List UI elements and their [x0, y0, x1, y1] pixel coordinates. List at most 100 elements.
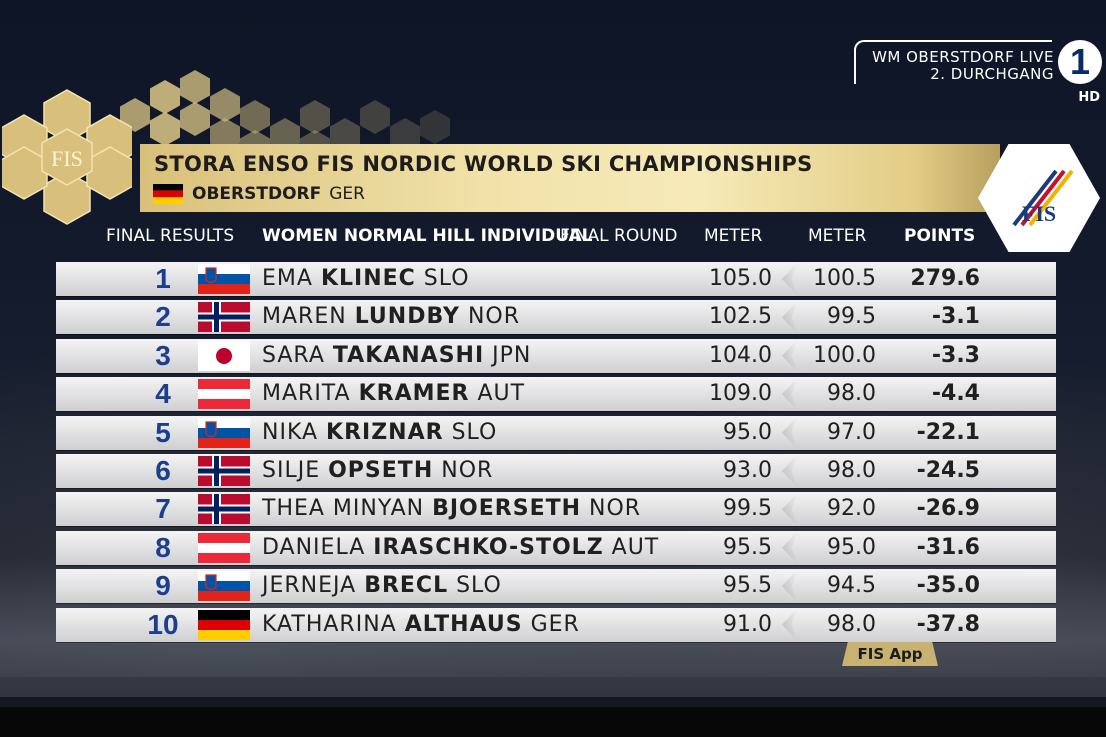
- nation-code: SLO: [451, 419, 498, 445]
- nation-code: AUT: [611, 534, 660, 560]
- athlete-name: KATHARINA ALTHAUS GER: [262, 608, 580, 642]
- meter1-value: 104.0: [709, 342, 772, 368]
- meter1-value: 99.5: [723, 496, 772, 522]
- athlete-name: DANIELA IRASCHKO-STOLZ AUT: [262, 531, 659, 565]
- athlete-name: NIKA KRIZNAR SLO: [262, 416, 497, 450]
- nation-code: NOR: [441, 457, 494, 483]
- first-name: JERNEJA: [262, 573, 357, 599]
- nation-code: NOR: [589, 496, 642, 522]
- table-row: 2 MAREN LUNDBY NOR 102.5 99.5 -3.1: [56, 300, 1056, 335]
- slo-flag-icon: [198, 264, 250, 294]
- chevron-separator-icon: [782, 607, 798, 642]
- chevron-separator-icon: [782, 492, 798, 527]
- bug-line2: 2. DURCHGANG: [930, 65, 1054, 83]
- points-value: -31.6: [916, 534, 980, 560]
- points-value: -22.1: [916, 419, 980, 445]
- svg-text:FIS: FIS: [1022, 201, 1056, 226]
- snowflake-logo-icon: FIS: [2, 89, 132, 225]
- table-row: 4 MARITA KRAMER AUT 109.0 98.0 -4.4: [56, 377, 1056, 412]
- first-name: NIKA: [262, 419, 319, 445]
- chevron-separator-icon: [782, 530, 798, 565]
- rank-number: 8: [155, 531, 171, 563]
- channel-logo-icon: 1: [1058, 40, 1102, 84]
- hexagon-tile: [210, 88, 240, 122]
- last-name: TAKANASHI: [332, 342, 485, 368]
- athlete-name: SARA TAKANASHI JPN: [262, 339, 531, 373]
- points-header: POINTS: [904, 226, 976, 246]
- jpn-flag-icon: [198, 340, 250, 371]
- last-name: BJOERSETH: [432, 496, 582, 522]
- athlete-name: MAREN LUNDBY NOR: [262, 300, 520, 334]
- germany-flag-icon: [153, 184, 183, 204]
- athlete-name: SILJE OPSETH NOR: [262, 454, 493, 488]
- first-name: KATHARINA: [262, 611, 397, 637]
- athlete-name: EMA KLINEC SLO: [262, 262, 470, 296]
- meter2-value: 98.0: [827, 381, 876, 407]
- first-name: EMA: [262, 266, 313, 291]
- rank-number: 3: [155, 339, 171, 371]
- last-name: KRAMER: [358, 381, 470, 407]
- table-row: 7 THEA MINYAN BJOERSETH NOR 99.5 92.0 -26.9: [56, 492, 1056, 527]
- points-value: -37.8: [916, 611, 980, 637]
- hexagon-decoration: [110, 70, 480, 164]
- bug-line1: WM OBERSTDORF LIVE: [872, 48, 1054, 66]
- first-name: SILJE: [262, 457, 321, 483]
- rank-number: 1: [155, 263, 171, 294]
- nation-code: SLO: [456, 573, 502, 599]
- table-row: 6 SILJE OPSETH NOR 93.0 98.0 -24.5: [56, 453, 1056, 488]
- fis-app-badge: FIS App: [842, 642, 938, 666]
- aut-flag-icon: [198, 379, 250, 410]
- chevron-separator-icon: [782, 377, 798, 412]
- rank-number: 9: [155, 570, 171, 602]
- hexagon-tile: [180, 70, 210, 104]
- points-value: -3.3: [931, 342, 980, 368]
- rank-number: 10: [147, 608, 179, 640]
- meter2-value: 92.0: [827, 496, 876, 522]
- header-band: STORA ENSO FIS NORDIC WORLD SKI CHAMPION…: [140, 144, 1000, 212]
- athlete-name: MARITA KRAMER AUT: [262, 377, 525, 411]
- first-name: SARA: [262, 342, 325, 368]
- hexagon-tile: [240, 100, 270, 134]
- rank-number: 6: [155, 454, 171, 486]
- first-name: MAREN: [262, 304, 347, 330]
- last-name: ALTHAUS: [404, 611, 523, 637]
- first-name: MARITA: [262, 381, 351, 407]
- meter2-value: 100.5: [813, 266, 876, 291]
- points-value: -3.1: [931, 304, 980, 330]
- meter2-value: 98.0: [827, 457, 876, 483]
- last-name: IRASCHKO-STOLZ: [373, 534, 604, 560]
- meter1-value: 91.0: [723, 611, 772, 637]
- table-row: 8 DANIELA IRASCHKO-STOLZ AUT 95.5 95.0 -31.6: [56, 530, 1056, 565]
- last-name: LUNDBY: [354, 304, 460, 330]
- event-label: WOMEN NORMAL HILL INDIVIDUAL: [262, 226, 593, 246]
- venue-name: OBERSTDORF: [192, 184, 322, 204]
- final-results-label: FINAL RESULTS: [106, 226, 235, 246]
- meter1-value: 95.5: [723, 534, 772, 560]
- chevron-separator-icon: [782, 453, 798, 488]
- meter2-value: 97.0: [827, 419, 876, 445]
- meter1-value: 93.0: [723, 457, 772, 483]
- chevron-separator-icon: [782, 300, 798, 335]
- rank-number: 7: [155, 493, 171, 525]
- channel-bug: WM OBERSTDORF LIVE 2. DURCHGANG 1 HD: [854, 40, 1106, 110]
- chevron-separator-icon: [782, 569, 798, 604]
- meter2-value: 95.0: [827, 534, 876, 560]
- results-table: 1 EMA KLINEC SLO 105.0 100.5 279.6 2 MAREN LUN…: [56, 262, 1056, 646]
- athlete-name: THEA MINYAN BJOERSETH NOR: [262, 492, 641, 526]
- athlete-name: JERNEJA BRECL SLO: [262, 569, 502, 603]
- championship-title: STORA ENSO FIS NORDIC WORLD SKI CHAMPION…: [154, 152, 813, 176]
- slo-flag-icon: [198, 571, 250, 602]
- table-row: 5 NIKA KRIZNAR SLO 95.0 97.0 -22.1: [56, 415, 1056, 450]
- meter2-value: 100.0: [813, 342, 876, 368]
- nor-flag-icon: [198, 302, 250, 333]
- round-label: FINAL ROUND: [560, 226, 678, 246]
- chevron-separator-icon: [782, 262, 798, 296]
- nor-flag-icon: [198, 455, 250, 486]
- nation-code: AUT: [477, 381, 526, 407]
- rank-number: 2: [155, 301, 171, 333]
- hexagon-tile: [300, 100, 330, 134]
- meter2-header: METER: [808, 226, 867, 246]
- table-row: 1 EMA KLINEC SLO 105.0 100.5 279.6: [56, 262, 1056, 296]
- nation-code: GER: [530, 611, 580, 637]
- bug-frame: [854, 40, 1052, 84]
